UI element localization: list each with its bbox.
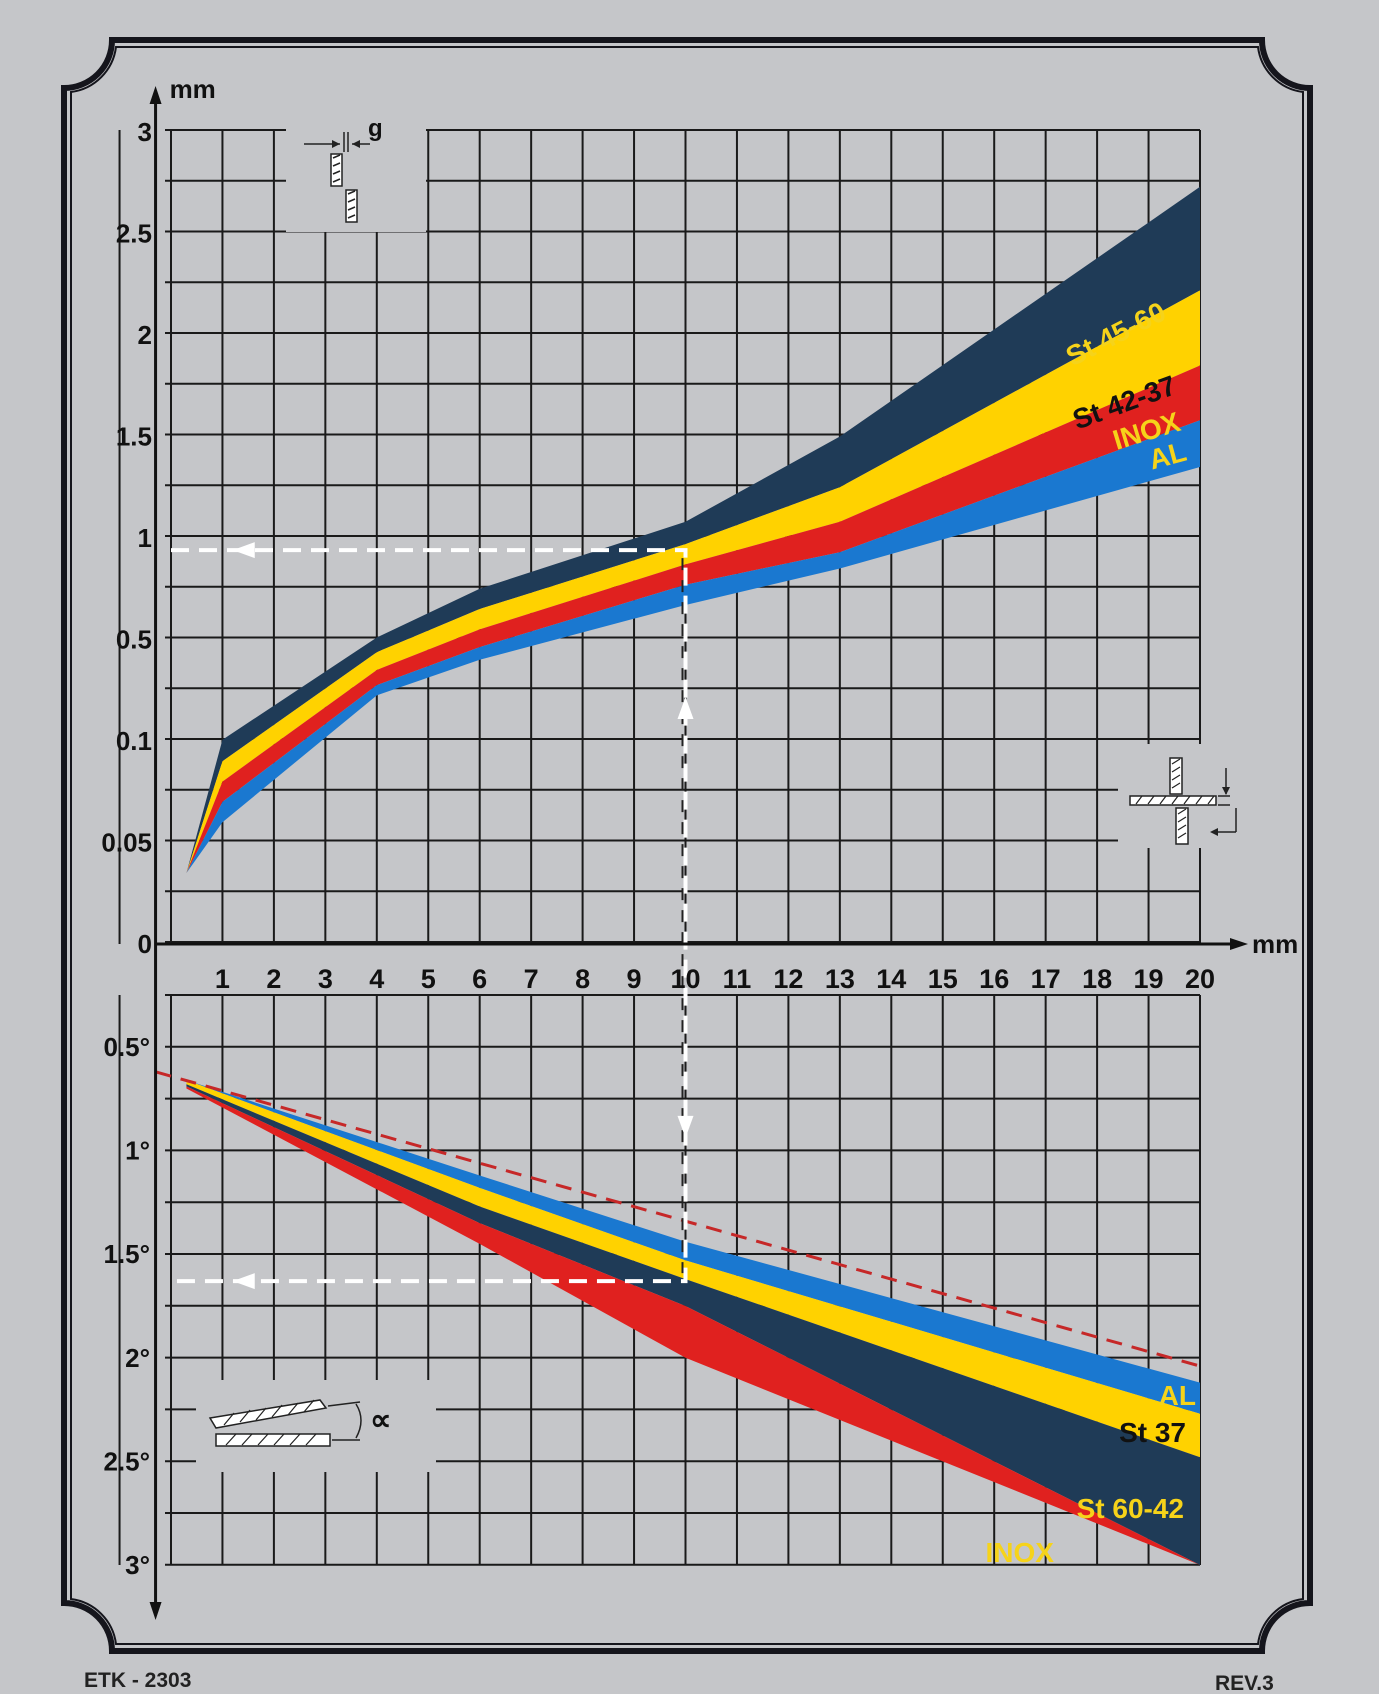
band-st-45-60 <box>186 186 1200 873</box>
x-tick-label: 16 <box>979 964 1009 994</box>
x-tick-label: 12 <box>773 964 803 994</box>
y-tick-label: 1.5° <box>103 1239 150 1269</box>
x-tick-label: 4 <box>369 964 384 994</box>
revision-label: REV.3 <box>1215 1672 1274 1694</box>
y-tick-label: 0.5° <box>103 1032 150 1062</box>
reading-arrow-up <box>677 697 694 719</box>
band-st-42-37 <box>186 290 1200 873</box>
band-label-al-lower: AL <box>1159 1380 1196 1411</box>
x-tick-label: 14 <box>876 964 906 994</box>
y-tick-label: 2.5° <box>103 1446 150 1476</box>
band-st-60-42 <box>186 1084 1200 1565</box>
reading-guide-lines <box>171 542 694 1290</box>
y-tick-label: 0.5 <box>116 625 152 655</box>
angle-symbol-label: ∝ <box>370 1404 391 1437</box>
reading-arrow-down <box>677 1115 694 1138</box>
lower-chart-grid <box>118 950 1220 1566</box>
y-axis-arrow-down <box>149 1602 162 1620</box>
part-code: ETK - 2303 <box>84 1669 191 1692</box>
x-axis-arrow <box>1230 938 1248 950</box>
band-al <box>186 1080 1200 1414</box>
y-tick-label: 0 <box>138 929 152 959</box>
reading-arrow-lower <box>232 1273 255 1290</box>
x-tick-label: 1 <box>215 964 230 994</box>
y-unit-label: mm <box>170 74 216 104</box>
band-label-st-37: St 37 <box>1119 1417 1186 1448</box>
y-tick-label: 3 <box>138 117 152 147</box>
band-inox <box>186 1086 1200 1565</box>
y-tick-label: 3° <box>125 1550 150 1580</box>
band-st-37 <box>186 1080 1200 1458</box>
x-tick-label: 10 <box>670 964 700 994</box>
x-tick-label: 20 <box>1185 964 1215 994</box>
x-tick-label: 18 <box>1082 964 1112 994</box>
y-tick-label: 1° <box>125 1136 150 1166</box>
x-tick-label: 11 <box>723 964 752 994</box>
tick-labels: 00.050.10.511.522.530.5°1°1.5°2°2.5°3°1 2… <box>101 74 1298 1580</box>
x-tick-label: 9 <box>627 964 642 994</box>
y-axis-arrow-up <box>149 86 162 104</box>
y-tick-label: 1 <box>138 523 152 553</box>
decorative-frame-inner <box>70 46 1304 1645</box>
gap-diagram-icon: g <box>304 115 383 223</box>
x-unit-label: mm <box>1252 929 1298 959</box>
bevel-angle-diagram-icon: ∝ <box>208 1399 391 1447</box>
y-tick-label: 0.05 <box>101 828 152 858</box>
y-tick-label: 2 <box>138 320 152 350</box>
x-tick-label: 15 <box>928 964 958 994</box>
upper-chart-bands <box>186 186 1200 873</box>
y-tick-label: 0.1 <box>116 726 152 756</box>
x-tick-label: 19 <box>1134 964 1164 994</box>
chart-axes <box>149 86 1248 1620</box>
band-inox <box>186 365 1200 873</box>
y-tick-label: 2° <box>125 1343 150 1373</box>
x-tick-label: 3 <box>318 964 333 994</box>
reading-path <box>171 548 688 1284</box>
x-tick-label: 7 <box>524 964 539 994</box>
decorative-frame <box>61 37 1313 1654</box>
y-tick-label: 1.5 <box>116 422 152 452</box>
reading-arrow-upper <box>232 542 255 559</box>
band-label-st-60-42: St 60-42 <box>1077 1493 1184 1524</box>
lower-clip <box>150 1567 1250 1607</box>
upper-chart-grid <box>118 104 1253 944</box>
x-tick-label: 17 <box>1031 964 1061 994</box>
plate-thickness-diagram-icon <box>1129 757 1237 845</box>
x-tick-label: 6 <box>472 964 487 994</box>
band-al <box>186 420 1200 873</box>
y-tick-label: 2.5 <box>116 219 152 249</box>
gap-symbol-label: g <box>368 115 383 142</box>
inset-background <box>196 1380 436 1472</box>
lower-chart-bands <box>150 1080 1250 1607</box>
x-tick-label: 8 <box>575 964 590 994</box>
x-tick-label: 13 <box>825 964 855 994</box>
tick-row-background <box>160 950 1220 990</box>
x-tick-label: 2 <box>266 964 281 994</box>
band-label-inox-lower: INOX <box>986 1537 1055 1568</box>
x-tick-label: 5 <box>421 964 436 994</box>
